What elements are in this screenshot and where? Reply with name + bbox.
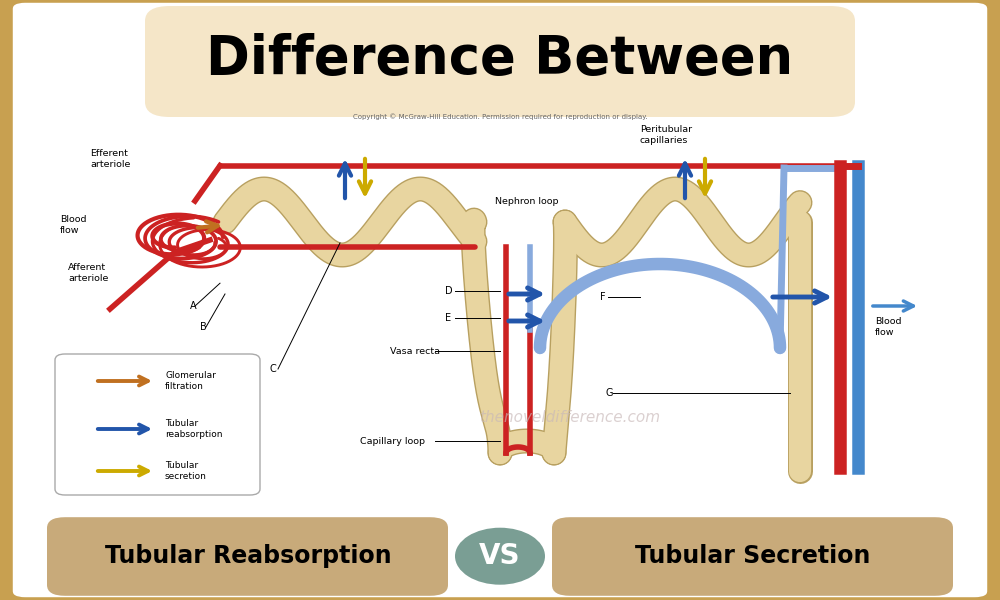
Text: Vasa recta: Vasa recta [390, 346, 440, 355]
Text: A: A [190, 301, 197, 311]
Text: E: E [445, 313, 451, 323]
FancyBboxPatch shape [145, 6, 855, 117]
Text: Blood
flow: Blood flow [875, 317, 902, 337]
Text: Tubular
reabsorption: Tubular reabsorption [165, 419, 222, 439]
FancyBboxPatch shape [55, 354, 260, 495]
Ellipse shape [455, 528, 545, 584]
FancyBboxPatch shape [552, 517, 953, 596]
Text: Tubular Secretion: Tubular Secretion [635, 544, 871, 568]
Text: Nephron loop: Nephron loop [495, 196, 558, 205]
Text: Efferent
arteriole: Efferent arteriole [90, 149, 130, 169]
Text: Tubular Reabsorption: Tubular Reabsorption [105, 544, 391, 568]
Text: Copyright © McGraw-Hill Education. Permission required for reproduction or displ: Copyright © McGraw-Hill Education. Permi… [353, 113, 647, 121]
FancyBboxPatch shape [10, 0, 990, 600]
Text: B: B [200, 322, 207, 332]
Text: Peritubular
capillaries: Peritubular capillaries [640, 125, 692, 145]
Text: Capillary loop: Capillary loop [360, 437, 425, 445]
Text: thenoveldifference.com: thenoveldifference.com [479, 409, 661, 425]
Text: D: D [445, 286, 453, 296]
Text: G: G [605, 388, 612, 398]
Text: Afferent
arteriole: Afferent arteriole [68, 263, 108, 283]
Text: Blood
flow: Blood flow [60, 215, 87, 235]
Text: Tubular
secretion: Tubular secretion [165, 461, 207, 481]
Text: VS: VS [479, 542, 521, 570]
Text: F: F [600, 292, 606, 302]
Text: Glomerular
filtration: Glomerular filtration [165, 371, 216, 391]
Text: Difference Between: Difference Between [206, 33, 794, 85]
Text: C: C [270, 364, 277, 374]
FancyBboxPatch shape [47, 517, 448, 596]
